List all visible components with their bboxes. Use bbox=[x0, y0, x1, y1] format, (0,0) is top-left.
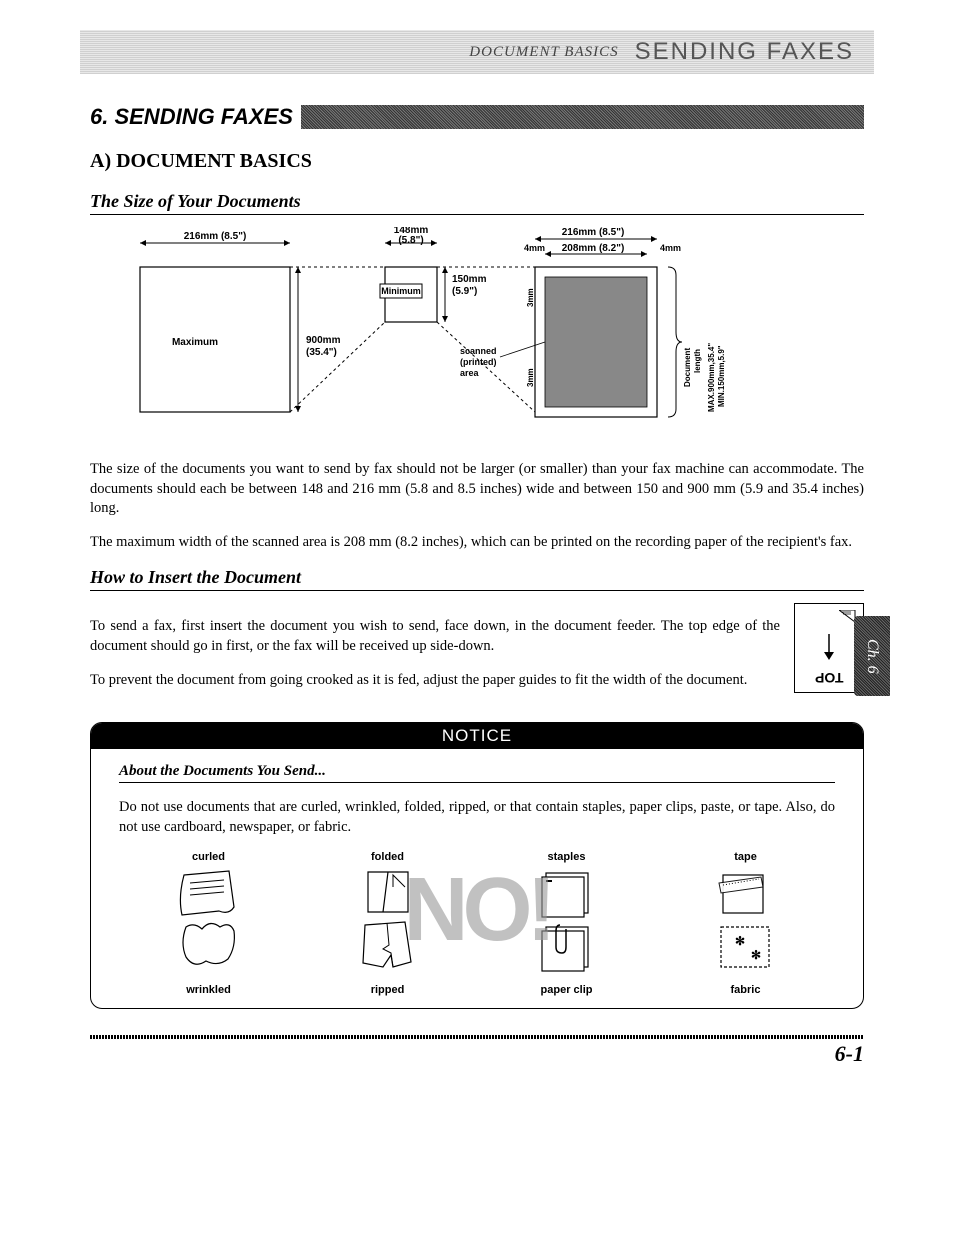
label-minimum: Minimum bbox=[381, 286, 421, 296]
dim-margin-bottom: 3mm bbox=[526, 368, 535, 387]
size-diagram: 216mm (8.5") Maximum 900mm (35.4") 148mm… bbox=[120, 227, 864, 442]
label-scanned-2: (printed) bbox=[460, 357, 497, 367]
section-heading: A) DOCUMENT BASICS bbox=[90, 150, 864, 173]
folded-ripped-icon bbox=[353, 867, 423, 977]
notice-header: NOTICE bbox=[91, 723, 863, 749]
paragraph-size-1: The size of the documents you want to se… bbox=[90, 460, 864, 519]
dim-min-length-2: (5.9") bbox=[452, 286, 477, 297]
chapter-title: 6. SENDING FAXES bbox=[90, 104, 293, 130]
label-fabric: fabric bbox=[656, 984, 835, 996]
label-tape: tape bbox=[656, 851, 835, 863]
dim-max-width: 216mm (8.5") bbox=[184, 231, 247, 242]
label-curled: curled bbox=[119, 851, 298, 863]
footer-rule bbox=[90, 1035, 864, 1039]
label-ripped: ripped bbox=[298, 984, 477, 996]
notice-box: NOTICE About the Documents You Send... D… bbox=[90, 722, 864, 1009]
tape-fabric-icon: ✻ ✻ bbox=[711, 867, 781, 977]
label-doc-range-2: MIN.150mm,5.9" bbox=[717, 345, 726, 407]
dim-margin-top: 3mm bbox=[526, 288, 535, 307]
label-paperclip: paper clip bbox=[477, 984, 656, 996]
notice-illustration-row: NO! curled wrinkled folded bbox=[119, 851, 835, 996]
dim-min-length-1: 150mm bbox=[452, 274, 487, 285]
curled-wrinkled-icon bbox=[174, 867, 244, 977]
chapter-side-tab: Ch. 6 bbox=[854, 616, 890, 696]
page-number: 6-1 bbox=[90, 1041, 864, 1067]
label-doc-range-1: MAX.900mm,35.4" bbox=[707, 343, 716, 412]
top-label: TOP bbox=[815, 670, 844, 686]
staples-paperclip-icon bbox=[532, 867, 602, 977]
notice-subtitle: About the Documents You Send... bbox=[119, 763, 835, 783]
arrow-down-icon bbox=[820, 632, 838, 662]
label-scanned-3: area bbox=[460, 368, 480, 378]
label-folded: folded bbox=[298, 851, 477, 863]
paragraph-insert-1: To send a fax, first insert the document… bbox=[90, 617, 780, 656]
label-doc-length-2: length bbox=[693, 349, 702, 373]
label-wrinkled: wrinkled bbox=[119, 984, 298, 996]
svg-text:✻: ✻ bbox=[751, 948, 761, 962]
paragraph-size-2: The maximum width of the scanned area is… bbox=[90, 533, 864, 553]
header-banner: DOCUMENT BASICS SENDING FAXES bbox=[80, 30, 874, 74]
chapter-title-row: 6. SENDING FAXES bbox=[90, 104, 864, 130]
dim-margin-right: 4mm bbox=[660, 243, 681, 253]
notice-body-text: Do not use documents that are curled, wr… bbox=[119, 798, 835, 837]
label-staples: staples bbox=[477, 851, 656, 863]
dim-scan-inner: 208mm (8.2") bbox=[562, 243, 625, 254]
label-scanned-1: scanned bbox=[460, 346, 497, 356]
label-maximum: Maximum bbox=[172, 337, 218, 348]
subsection-insert: How to Insert the Document bbox=[90, 567, 864, 591]
banner-chapter-label: SENDING FAXES bbox=[635, 38, 854, 66]
dim-scan-outer: 216mm (8.5") bbox=[562, 227, 625, 238]
banner-section-label: DOCUMENT BASICS bbox=[469, 44, 618, 61]
svg-text:✻: ✻ bbox=[735, 934, 745, 948]
dim-max-length-1: 900mm bbox=[306, 335, 341, 346]
dim-margin-left: 4mm bbox=[524, 243, 545, 253]
subsection-size: The Size of Your Documents bbox=[90, 191, 864, 215]
label-doc-length-1: Document bbox=[683, 348, 692, 387]
chapter-title-bar bbox=[301, 105, 864, 129]
paragraph-insert-2: To prevent the document from going crook… bbox=[90, 671, 780, 691]
dim-min-width-2: (5.8") bbox=[398, 235, 423, 246]
dim-max-length-2: (35.4") bbox=[306, 347, 337, 358]
